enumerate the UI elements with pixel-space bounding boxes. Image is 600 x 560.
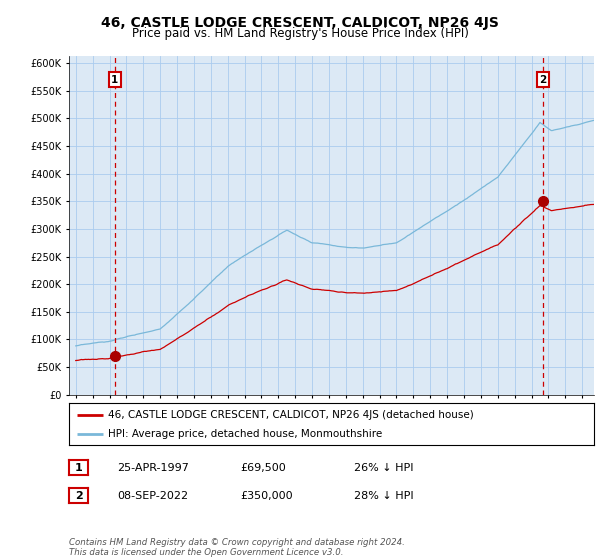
Text: HPI: Average price, detached house, Monmouthshire: HPI: Average price, detached house, Monm… xyxy=(109,429,383,439)
Text: 2: 2 xyxy=(539,74,547,85)
Text: 1: 1 xyxy=(75,463,82,473)
Text: 1: 1 xyxy=(111,74,118,85)
Text: Contains HM Land Registry data © Crown copyright and database right 2024.
This d: Contains HM Land Registry data © Crown c… xyxy=(69,538,405,557)
Text: 46, CASTLE LODGE CRESCENT, CALDICOT, NP26 4JS (detached house): 46, CASTLE LODGE CRESCENT, CALDICOT, NP2… xyxy=(109,409,474,419)
Text: 46, CASTLE LODGE CRESCENT, CALDICOT, NP26 4JS: 46, CASTLE LODGE CRESCENT, CALDICOT, NP2… xyxy=(101,16,499,30)
Text: 08-SEP-2022: 08-SEP-2022 xyxy=(117,491,188,501)
Text: £350,000: £350,000 xyxy=(240,491,293,501)
Text: 28% ↓ HPI: 28% ↓ HPI xyxy=(354,491,413,501)
Text: 25-APR-1997: 25-APR-1997 xyxy=(117,463,189,473)
Text: Price paid vs. HM Land Registry's House Price Index (HPI): Price paid vs. HM Land Registry's House … xyxy=(131,27,469,40)
Text: £69,500: £69,500 xyxy=(240,463,286,473)
Text: 26% ↓ HPI: 26% ↓ HPI xyxy=(354,463,413,473)
Text: 2: 2 xyxy=(75,491,82,501)
